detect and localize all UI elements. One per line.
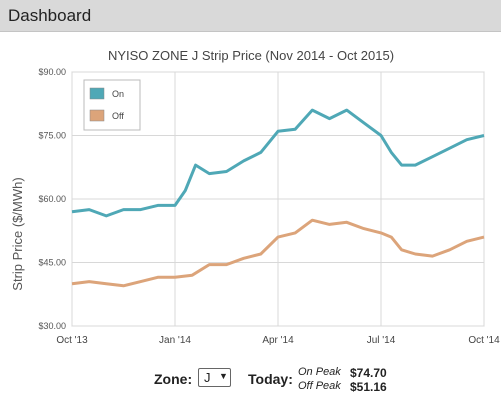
- series-line-off: [71, 218, 485, 288]
- legend-box: [83, 79, 141, 131]
- off-peak-row: Off Peak $51.16: [298, 380, 387, 394]
- dashboard-title: Dashboard: [8, 6, 92, 25]
- y-axis-label: Strip Price ($/MWh): [10, 177, 25, 290]
- series-line-on: [71, 108, 485, 218]
- x-tick-label: Apr '14: [262, 335, 294, 346]
- strip-price-chart: NYISO ZONE J Strip Price (Nov 2014 - Oct…: [10, 48, 500, 346]
- off-peak-label: Off Peak: [298, 380, 341, 392]
- x-tick-label: Oct '13: [56, 335, 88, 346]
- y-tick-label: $45.00: [38, 258, 66, 268]
- y-tick-label: $75.00: [38, 131, 66, 141]
- x-tick-label: Oct '14: [468, 335, 500, 346]
- on-peak-label: On Peak: [298, 366, 341, 378]
- chart-title: NYISO ZONE J Strip Price (Nov 2014 - Oct…: [108, 48, 394, 63]
- x-tick-label: Jan '14: [159, 335, 191, 346]
- y-tick-labels: $30.00 $45.00 $60.00 $75.00 $90.00: [38, 67, 66, 331]
- y-tick-label: $90.00: [38, 67, 66, 77]
- on-peak-row: On Peak $74.70: [298, 366, 387, 380]
- y-tick-label: $30.00: [38, 321, 66, 331]
- controls-bar: Zone: J ▼ Today: On Peak $74.70 Off Peak…: [0, 366, 501, 404]
- zone-label: Zone:: [154, 371, 193, 387]
- y-tick-label: $60.00: [38, 194, 66, 204]
- zone-select-value: J: [204, 370, 211, 385]
- legend-swatch-off[interactable]: [89, 109, 105, 122]
- dashboard-header: Dashboard: [0, 0, 501, 32]
- x-tick-labels: Oct '13 Jan '14 Apr '14 Jul '14 Oct '14: [56, 335, 500, 346]
- legend-label-off[interactable]: Off: [112, 111, 124, 121]
- legend[interactable]: On Off: [83, 79, 141, 131]
- legend-label-on[interactable]: On: [112, 89, 124, 99]
- grid-lines: [71, 71, 485, 327]
- chevron-down-icon: ▼: [219, 371, 228, 381]
- legend-swatch-on[interactable]: [89, 87, 105, 100]
- zone-select[interactable]: J ▼: [198, 368, 231, 387]
- x-tick-label: Jul '14: [367, 335, 396, 346]
- today-label: Today:: [248, 371, 293, 387]
- series-lines: [71, 108, 485, 288]
- off-peak-value: $51.16: [350, 380, 387, 394]
- on-peak-value: $74.70: [350, 366, 387, 380]
